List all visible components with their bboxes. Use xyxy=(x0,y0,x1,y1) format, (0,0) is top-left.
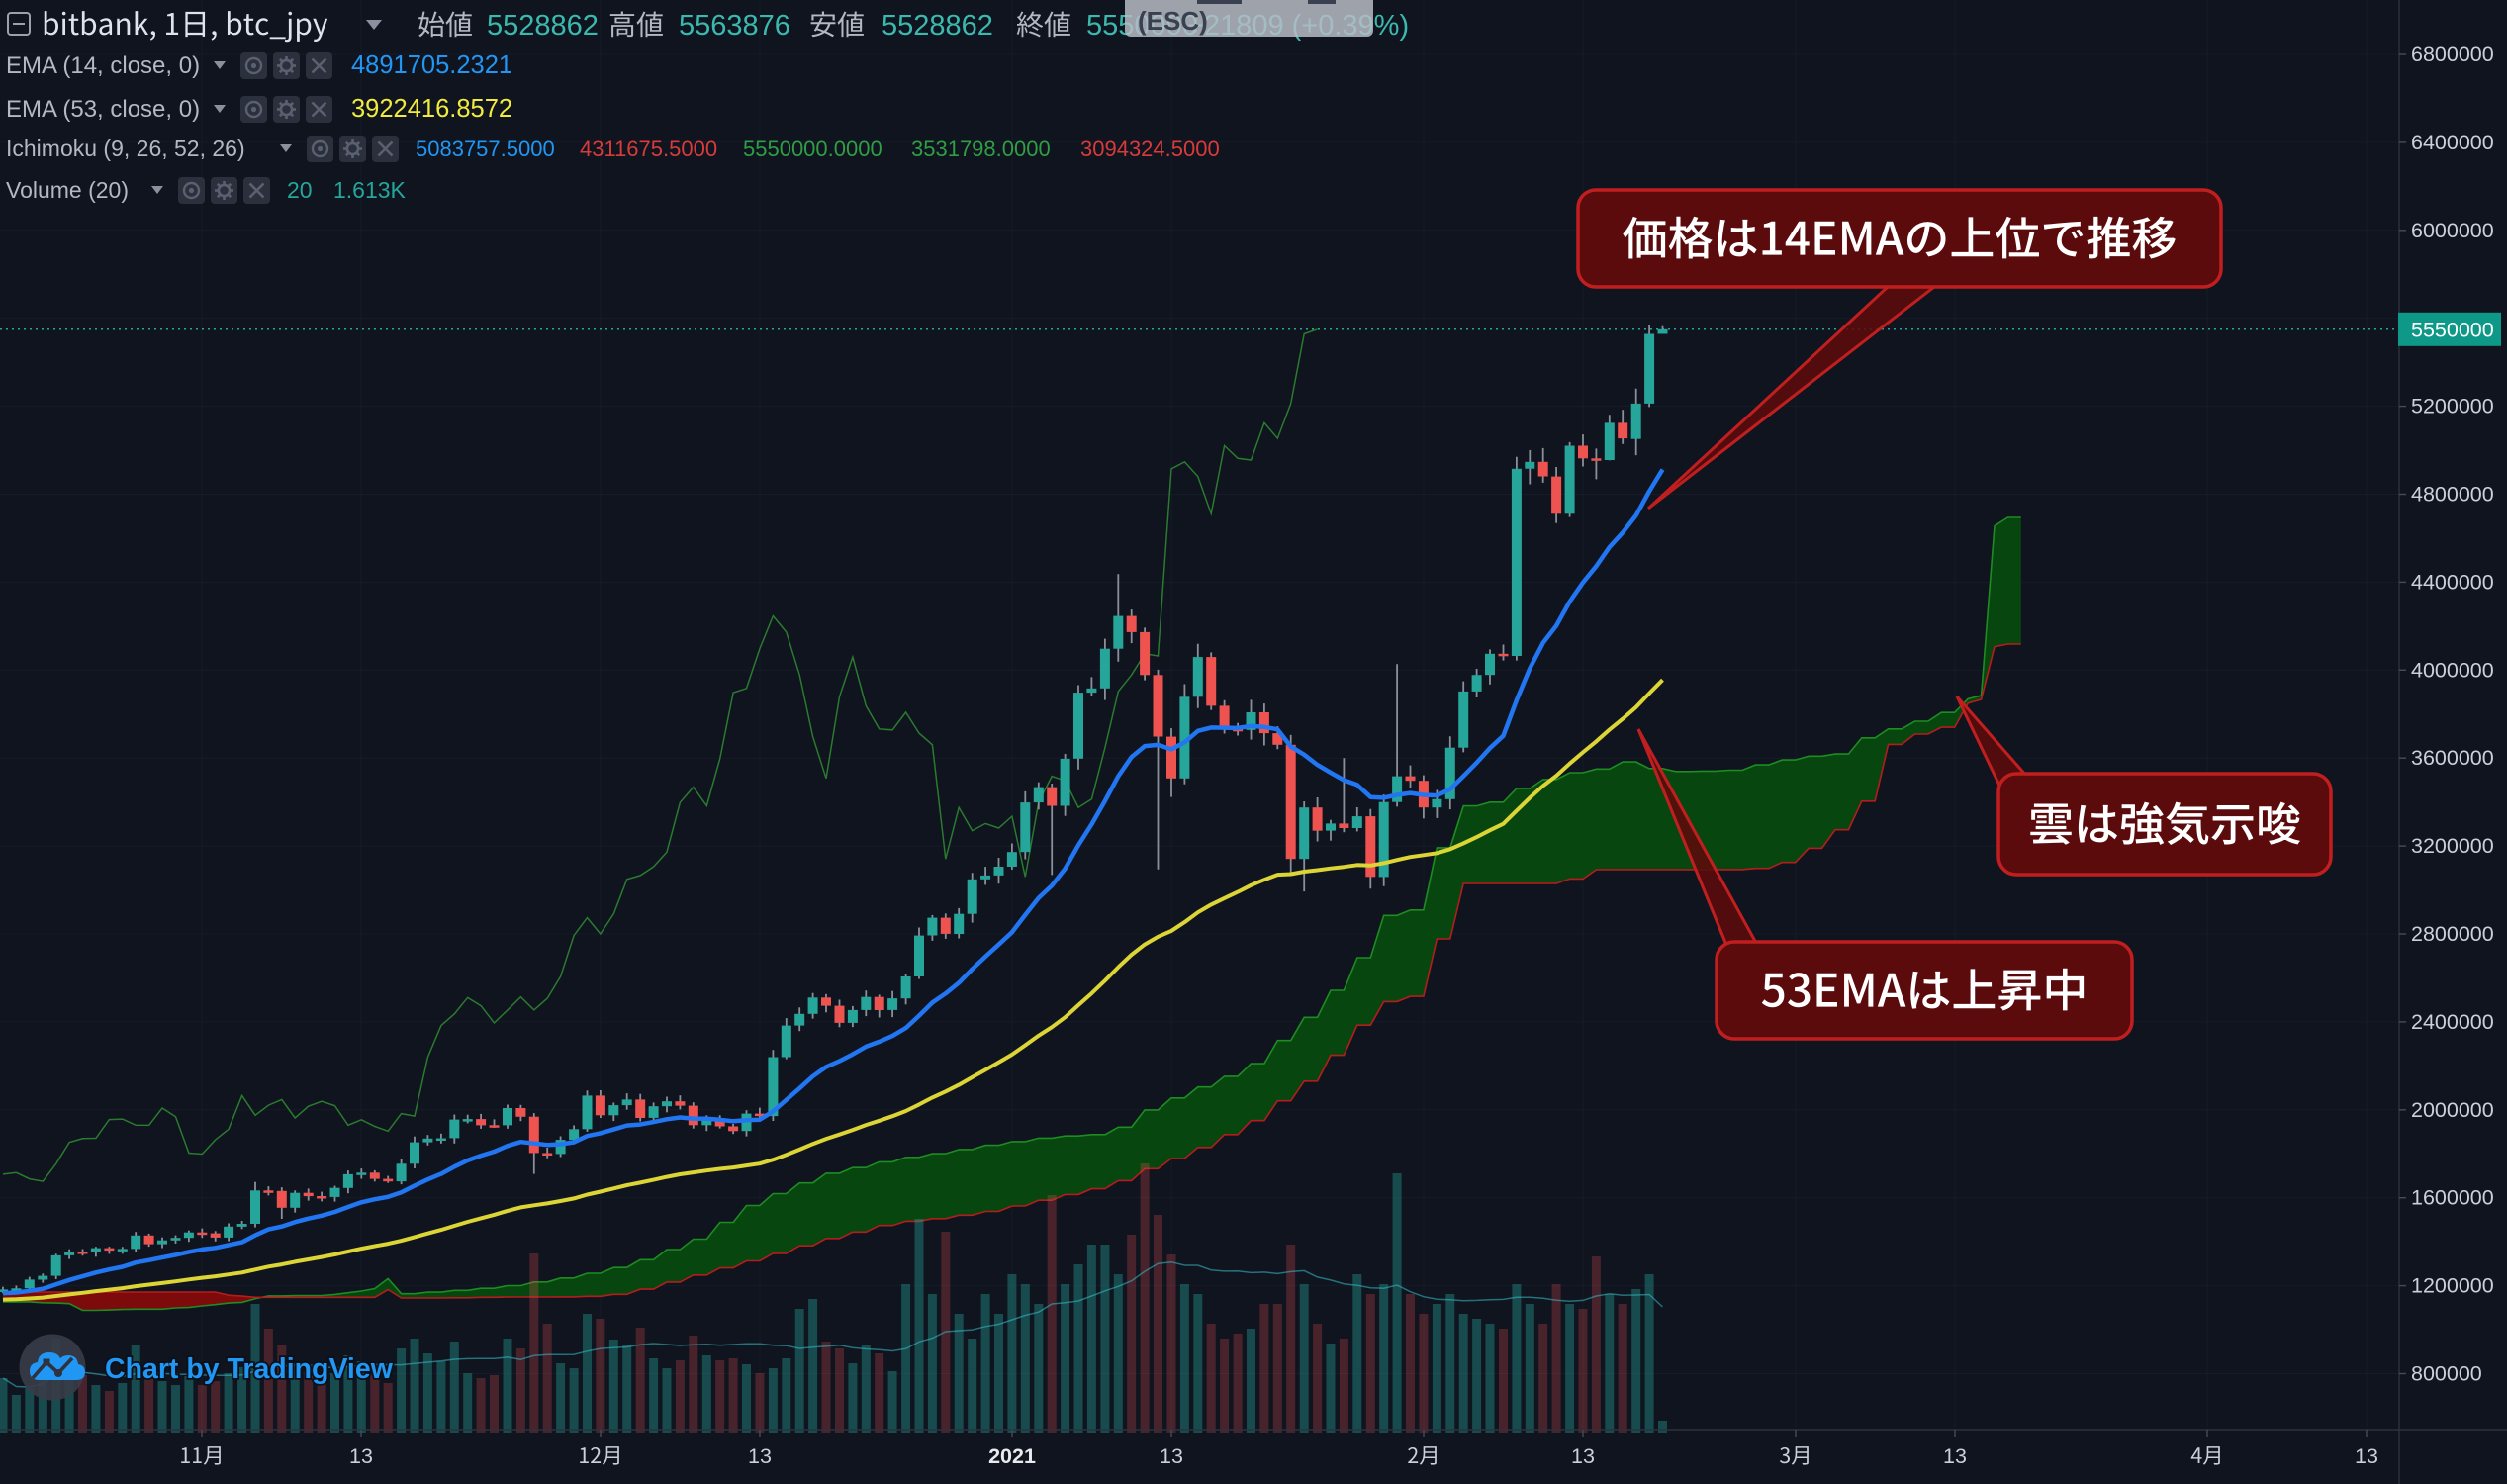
svg-text:2000000: 2000000 xyxy=(2411,1098,2494,1122)
svg-text:EMA (53, close, 0): EMA (53, close, 0) xyxy=(6,96,200,123)
svg-text:800000: 800000 xyxy=(2411,1362,2482,1386)
svg-text:1.613K: 1.613K xyxy=(333,177,407,203)
svg-text:4000000: 4000000 xyxy=(2411,658,2494,682)
svg-text:5528862: 5528862 xyxy=(882,10,993,42)
svg-text:5563876: 5563876 xyxy=(679,10,790,42)
svg-text:3600000: 3600000 xyxy=(2411,746,2494,770)
svg-text:Ichimoku (9, 26, 52, 26): Ichimoku (9, 26, 52, 26) xyxy=(6,136,245,161)
svg-text:4891705.2321: 4891705.2321 xyxy=(351,51,512,79)
svg-text:2021: 2021 xyxy=(988,1444,1036,1468)
svg-text:3531798.0000: 3531798.0000 xyxy=(911,137,1051,161)
svg-text:Chart by TradingView: Chart by TradingView xyxy=(105,1353,394,1385)
svg-text:20: 20 xyxy=(287,177,313,203)
svg-text:13: 13 xyxy=(1571,1444,1595,1468)
svg-text:2800000: 2800000 xyxy=(2411,922,2494,946)
svg-text:3094324.5000: 3094324.5000 xyxy=(1080,137,1220,161)
svg-text:13: 13 xyxy=(349,1444,373,1468)
svg-text:1200000: 1200000 xyxy=(2411,1274,2494,1298)
svg-text:4400000: 4400000 xyxy=(2411,570,2494,594)
svg-text:13: 13 xyxy=(748,1444,772,1468)
svg-text:(ESC): (ESC) xyxy=(1138,6,1208,36)
svg-text:13: 13 xyxy=(1943,1444,1967,1468)
svg-text:3200000: 3200000 xyxy=(2411,834,2494,858)
svg-text:3922416.8572: 3922416.8572 xyxy=(351,95,512,123)
svg-text:13: 13 xyxy=(1160,1444,1183,1468)
svg-text:5083757.5000: 5083757.5000 xyxy=(416,137,555,161)
svg-text:5528862: 5528862 xyxy=(487,10,599,42)
svg-text:6800000: 6800000 xyxy=(2411,43,2494,66)
svg-text:6400000: 6400000 xyxy=(2411,131,2494,154)
svg-text:5200000: 5200000 xyxy=(2411,395,2494,418)
svg-text:EMA (14, close, 0): EMA (14, close, 0) xyxy=(6,52,200,79)
svg-text:1600000: 1600000 xyxy=(2411,1186,2494,1210)
svg-text:5550000: 5550000 xyxy=(2411,318,2494,341)
svg-text:4800000: 4800000 xyxy=(2411,483,2494,507)
svg-text:6000000: 6000000 xyxy=(2411,219,2494,242)
svg-text:5550000.0000: 5550000.0000 xyxy=(743,137,882,161)
svg-text:13: 13 xyxy=(2355,1444,2378,1468)
svg-text:Volume (20): Volume (20) xyxy=(6,177,129,203)
svg-text:2400000: 2400000 xyxy=(2411,1010,2494,1034)
svg-text:4311675.5000: 4311675.5000 xyxy=(580,137,717,161)
